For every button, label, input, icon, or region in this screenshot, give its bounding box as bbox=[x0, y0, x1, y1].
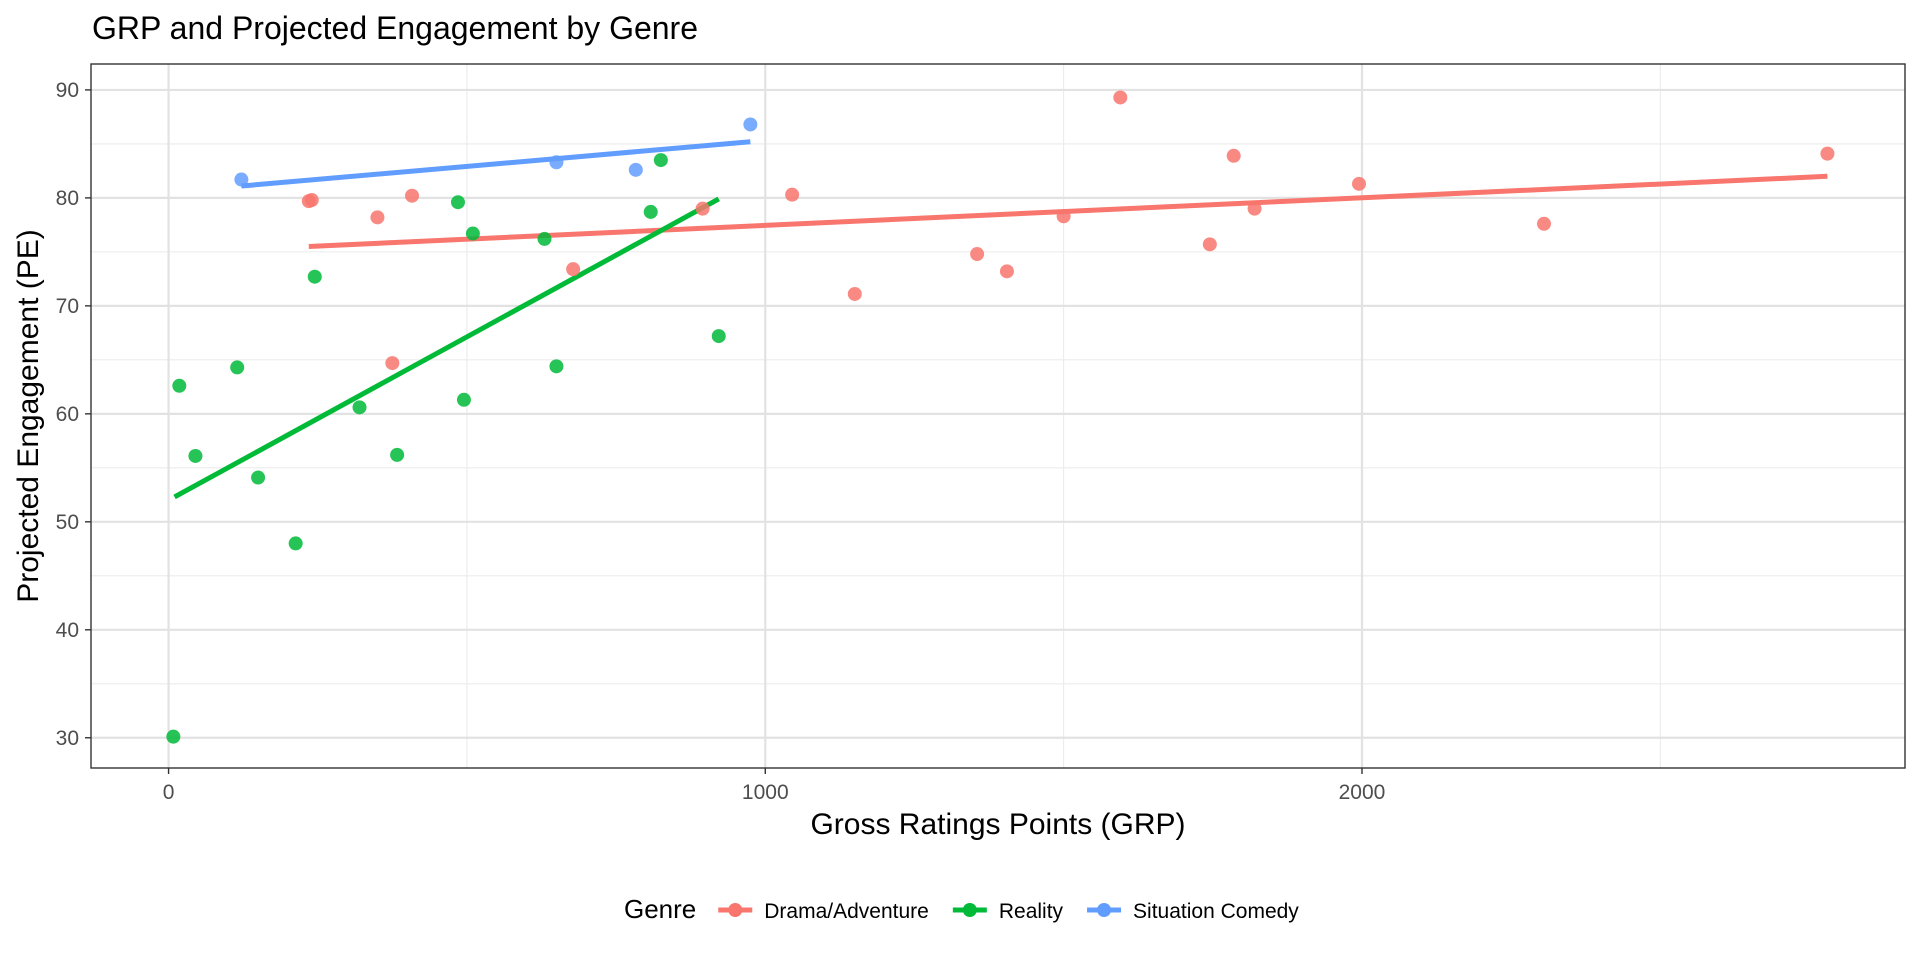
point-drama-adventure bbox=[695, 201, 710, 216]
x-axis: 0 1000 2000 bbox=[163, 768, 1386, 804]
data-points bbox=[166, 90, 1835, 744]
point-drama-adventure bbox=[1226, 148, 1241, 163]
point-reality bbox=[188, 448, 203, 463]
legend-key-situation-comedy bbox=[1087, 903, 1122, 917]
point-reality bbox=[456, 392, 471, 407]
point-reality bbox=[643, 204, 658, 219]
point-situation-comedy bbox=[628, 162, 643, 177]
y-tick-label: 80 bbox=[56, 187, 79, 210]
point-drama-adventure bbox=[1352, 176, 1367, 191]
point-reality bbox=[537, 231, 552, 246]
y-axis-title: Projected Engagement (PE) bbox=[12, 229, 45, 603]
point-reality bbox=[251, 470, 266, 485]
y-tick-label: 40 bbox=[56, 619, 79, 642]
point-drama-adventure bbox=[405, 188, 420, 203]
legend: Genre Drama/Adventure Reality Situation Co… bbox=[624, 894, 1299, 924]
plot-panel bbox=[91, 64, 1905, 768]
legend-title: Genre bbox=[624, 894, 696, 924]
y-tick-label: 90 bbox=[56, 79, 79, 102]
point-situation-comedy bbox=[549, 155, 564, 170]
point-reality bbox=[653, 153, 668, 168]
point-reality bbox=[352, 400, 367, 415]
point-drama-adventure bbox=[566, 262, 581, 277]
point-drama-adventure bbox=[970, 247, 985, 262]
legend-key-drama-adventure bbox=[718, 903, 753, 917]
point-drama-adventure bbox=[1056, 209, 1071, 224]
legend-key-dot bbox=[728, 903, 743, 917]
point-reality bbox=[390, 447, 405, 462]
point-drama-adventure bbox=[385, 356, 400, 371]
point-reality bbox=[307, 269, 322, 284]
point-reality bbox=[465, 226, 480, 241]
point-drama-adventure bbox=[1202, 237, 1217, 252]
point-reality bbox=[166, 729, 181, 744]
y-tick-label: 70 bbox=[56, 295, 79, 318]
trend-line-situation-comedy bbox=[241, 139, 751, 189]
point-drama-adventure bbox=[370, 210, 385, 225]
legend-key-dot bbox=[962, 903, 977, 917]
legend-label-situation-comedy: Situation Comedy bbox=[1133, 900, 1299, 923]
y-axis: 30 40 50 60 70 80 90 bbox=[56, 79, 91, 750]
point-situation-comedy bbox=[743, 117, 758, 132]
point-drama-adventure bbox=[1247, 201, 1262, 216]
point-drama-adventure bbox=[1113, 90, 1128, 105]
legend-key-reality bbox=[952, 903, 987, 917]
chart-title: GRP and Projected Engagement by Genre bbox=[92, 10, 698, 46]
point-drama-adventure bbox=[847, 286, 862, 301]
point-drama-adventure bbox=[999, 264, 1014, 279]
x-tick-label: 0 bbox=[163, 781, 175, 804]
point-situation-comedy bbox=[234, 172, 249, 187]
plot-border bbox=[90, 63, 1906, 769]
point-drama-adventure bbox=[304, 193, 319, 208]
legend-label-drama-adventure: Drama/Adventure bbox=[764, 900, 929, 923]
y-tick-label: 50 bbox=[56, 511, 79, 534]
x-axis-title: Gross Ratings Points (GRP) bbox=[810, 808, 1185, 841]
trend-line-reality bbox=[173, 196, 720, 500]
y-tick-label: 30 bbox=[56, 727, 79, 750]
legend-items: Drama/Adventure Reality Situation Comedy bbox=[718, 900, 1299, 923]
point-reality bbox=[288, 536, 303, 551]
x-tick-label: 1000 bbox=[742, 781, 789, 804]
point-reality bbox=[230, 360, 245, 375]
point-reality bbox=[549, 359, 564, 374]
y-tick-label: 60 bbox=[56, 403, 79, 426]
legend-key-dot bbox=[1097, 903, 1112, 917]
x-tick-label: 2000 bbox=[1339, 781, 1386, 804]
point-drama-adventure bbox=[1820, 146, 1835, 161]
point-drama-adventure bbox=[785, 187, 800, 202]
legend-label-reality: Reality bbox=[999, 900, 1064, 923]
point-reality bbox=[711, 329, 726, 344]
point-reality bbox=[450, 195, 465, 210]
point-reality bbox=[172, 378, 187, 393]
point-drama-adventure bbox=[1536, 216, 1551, 231]
